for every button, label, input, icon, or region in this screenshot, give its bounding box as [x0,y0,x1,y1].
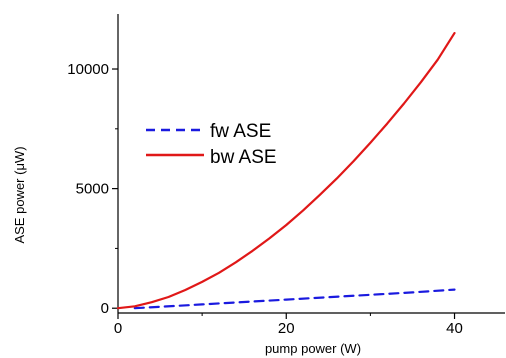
x-tick-label: 20 [278,320,295,337]
ticks: 0 20 40 0 5000 10000 [67,61,463,337]
legend-label-bw-ase: bw ASE [210,147,277,168]
series-line-fw-ase [133,288,456,310]
legend: fw ASE bw ASE [146,121,277,168]
series-line-bw-ase [116,31,456,310]
x-tick-label: 0 [114,320,122,337]
y-tick-label: 0 [101,300,109,317]
y-axis-label: ASE power (μW) [12,146,27,243]
axes [117,14,505,314]
legend-label-fw-ase: fw ASE [210,121,271,142]
x-axis-label: pump power (W) [265,341,361,356]
x-tick-label: 40 [446,320,463,337]
series [116,31,456,310]
y-tick-label: 10000 [67,61,109,78]
y-tick-label: 5000 [76,181,109,198]
